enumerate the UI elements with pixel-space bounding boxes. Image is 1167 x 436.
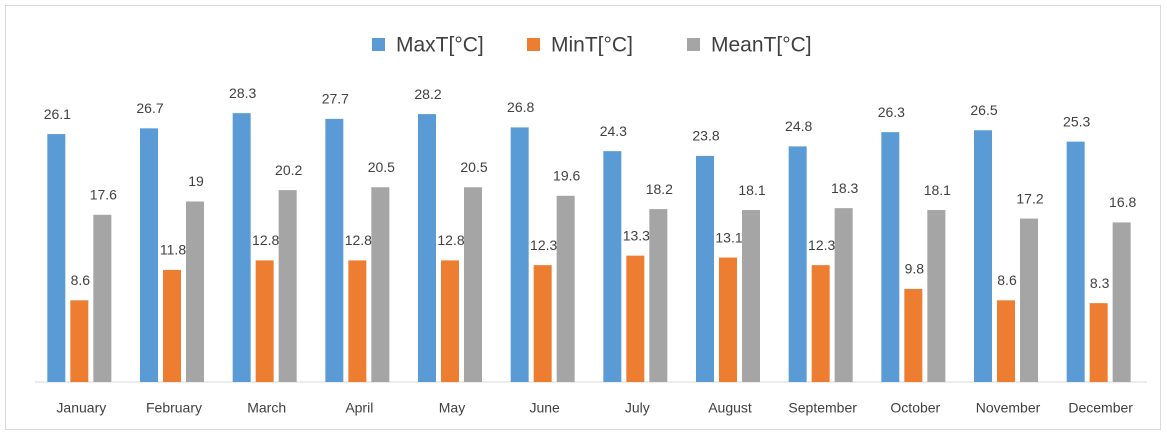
bar xyxy=(418,114,436,382)
bar xyxy=(997,300,1015,382)
data-label: 12.3 xyxy=(530,237,557,253)
data-label: 12.8 xyxy=(345,232,372,248)
bar xyxy=(834,208,853,382)
legend-swatch xyxy=(687,38,700,51)
bar xyxy=(1020,218,1038,382)
bar xyxy=(47,134,66,382)
x-tick-label: January xyxy=(56,400,106,416)
data-label: 11.8 xyxy=(160,242,186,258)
data-label: 8.3 xyxy=(1090,275,1110,291)
data-label: 12.8 xyxy=(252,232,279,248)
data-label: 19.6 xyxy=(553,168,580,184)
data-label: 28.3 xyxy=(229,85,256,101)
data-label: 24.8 xyxy=(785,118,812,134)
data-label: 17.2 xyxy=(1016,190,1043,206)
x-tick-label: July xyxy=(625,400,650,416)
bar xyxy=(255,260,274,382)
data-label: 16.8 xyxy=(1109,194,1136,210)
data-label: 26.5 xyxy=(970,102,997,118)
bar xyxy=(533,265,552,382)
x-tick-label: February xyxy=(146,400,202,416)
bar xyxy=(927,210,946,382)
x-tick-label: March xyxy=(247,400,286,416)
data-label: 18.1 xyxy=(924,182,951,198)
data-label: 12.3 xyxy=(808,237,835,253)
bar xyxy=(348,260,367,382)
data-label: 26.3 xyxy=(878,104,905,120)
bar xyxy=(232,113,251,383)
data-label: 17.6 xyxy=(90,187,117,203)
bar xyxy=(278,190,297,382)
data-label: 27.7 xyxy=(322,91,349,107)
x-tick-label: June xyxy=(529,400,560,416)
bar xyxy=(93,214,112,382)
x-tick-label: September xyxy=(788,400,857,416)
bar xyxy=(696,155,714,382)
bar xyxy=(811,265,830,382)
bar xyxy=(626,255,645,382)
data-label: 18.3 xyxy=(831,180,858,196)
bar xyxy=(719,257,737,382)
bar xyxy=(881,132,900,382)
data-label: 13.1 xyxy=(715,229,742,245)
x-tick-label: May xyxy=(439,400,465,416)
bar xyxy=(904,288,923,382)
bar xyxy=(974,130,992,382)
legend-label: MeanT[°C] xyxy=(711,34,812,57)
bar xyxy=(556,195,575,382)
bar xyxy=(603,151,622,382)
x-tick-label: April xyxy=(345,400,373,416)
x-tick-label: October xyxy=(890,400,940,416)
data-label: 23.8 xyxy=(692,128,719,144)
bar xyxy=(649,209,668,382)
data-label: 20.2 xyxy=(275,162,302,178)
bar xyxy=(1112,222,1131,382)
bar xyxy=(441,260,459,382)
x-tick-label: December xyxy=(1068,400,1133,416)
data-label: 24.3 xyxy=(600,123,627,139)
legend-label: MinT[°C] xyxy=(551,34,633,57)
legend-swatch xyxy=(372,38,385,51)
data-label: 25.3 xyxy=(1063,113,1090,129)
data-label: 26.1 xyxy=(44,106,71,122)
data-label: 8.6 xyxy=(71,272,91,288)
bar xyxy=(325,118,344,382)
data-label: 26.7 xyxy=(136,100,163,116)
bar xyxy=(70,300,89,382)
data-label: 20.5 xyxy=(460,159,487,175)
bar xyxy=(464,187,482,382)
bar xyxy=(1066,141,1085,382)
data-label: 9.8 xyxy=(905,261,925,277)
data-label: 20.5 xyxy=(368,159,395,175)
data-label: 12.8 xyxy=(437,232,464,248)
x-tick-label: August xyxy=(708,400,752,416)
bar xyxy=(510,127,529,383)
bar xyxy=(742,210,760,382)
legend-label: MaxT[°C] xyxy=(396,34,484,57)
data-label: 26.8 xyxy=(507,99,534,115)
legend-swatch xyxy=(527,38,540,51)
bar xyxy=(371,187,390,382)
data-label: 19 xyxy=(188,173,204,189)
data-label: 8.6 xyxy=(997,272,1017,288)
bar xyxy=(788,146,807,382)
data-label: 28.2 xyxy=(414,86,441,102)
bar xyxy=(163,269,181,382)
data-label: 18.2 xyxy=(646,181,673,197)
bar xyxy=(1089,303,1108,382)
x-tick-label: November xyxy=(976,400,1041,416)
bar xyxy=(140,128,158,382)
data-label: 18.1 xyxy=(738,182,765,198)
data-label: 13.3 xyxy=(623,227,650,243)
bar xyxy=(186,201,204,382)
